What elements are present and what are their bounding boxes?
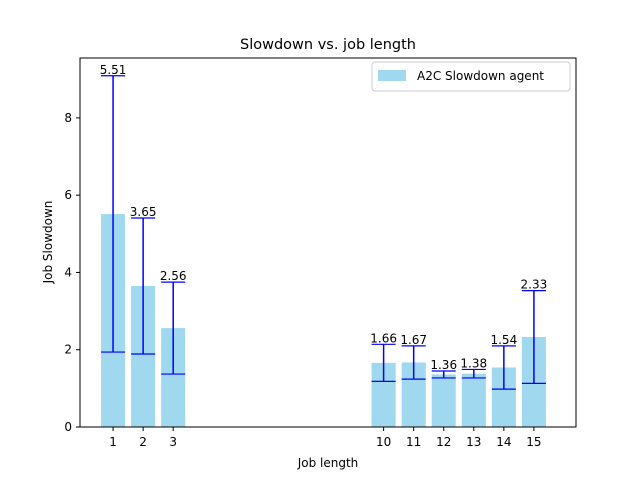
legend-frame: [371, 61, 571, 92]
plot-area-frame: [79, 57, 577, 428]
y-axis-ticks: 0 2 4 6 8: [64, 111, 80, 434]
data-label-3: 2.56: [160, 269, 187, 283]
x-tick-label-10: 10: [376, 435, 391, 449]
x-tick-label-1: 1: [109, 435, 117, 449]
data-label-2: 3.65: [130, 205, 157, 219]
legend-swatch: [378, 70, 406, 81]
x-tick-label-3: 3: [169, 435, 177, 449]
data-label-10: 1.66: [370, 331, 397, 345]
x-tick-label-12: 12: [436, 435, 451, 449]
data-label-15: 2.33: [521, 278, 548, 292]
y-tick-label-6: 6: [64, 188, 72, 202]
legend: A2C Slowdown agent: [371, 61, 571, 92]
x-tick-label-2: 2: [139, 435, 147, 449]
data-label-13: 1.38: [460, 356, 487, 370]
data-label-14: 1.54: [490, 333, 517, 347]
data-label-11: 1.67: [400, 333, 427, 347]
y-axis-label: Job Slowdown: [41, 201, 55, 285]
x-axis-ticks: 1 2 3 10 11 12 13 14 15: [109, 427, 542, 449]
bar-12: [431, 374, 456, 427]
x-tick-label-15: 15: [526, 435, 541, 449]
data-label-1: 5.51: [100, 63, 127, 77]
y-tick-label-2: 2: [64, 343, 72, 357]
x-tick-label-11: 11: [406, 435, 421, 449]
x-tick-label-14: 14: [496, 435, 511, 449]
y-tick-label-4: 4: [64, 265, 72, 279]
legend-label: A2C Slowdown agent: [417, 69, 544, 83]
y-tick-label-0: 0: [64, 420, 72, 434]
x-axis-label: Job length: [297, 456, 359, 470]
y-tick-label-8: 8: [64, 111, 72, 125]
bar-group: [101, 214, 546, 427]
error-bar-group: [101, 75, 546, 390]
chart-title: Slowdown vs. job length: [240, 37, 416, 53]
bar-13: [461, 373, 486, 427]
data-label-12: 1.36: [430, 358, 457, 372]
x-tick-label-13: 13: [466, 435, 481, 449]
data-label-group: 5.51 3.65 2.56 1.66 1.671.36 1.381.54 2.33: [100, 63, 548, 372]
